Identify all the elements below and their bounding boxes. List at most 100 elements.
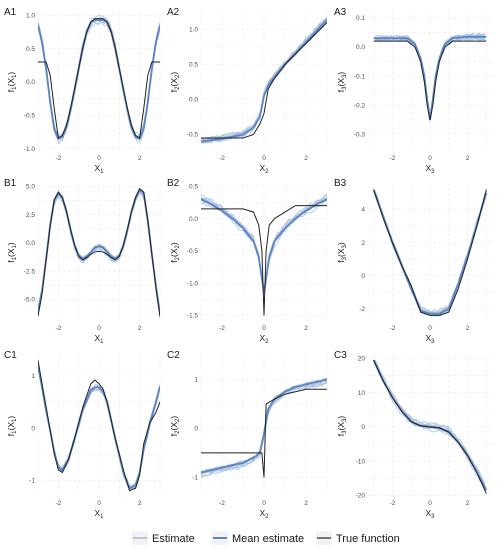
- y-tick-label: 10: [358, 390, 366, 397]
- mean-estimate-line: [201, 19, 327, 143]
- panel-label: C1: [4, 350, 17, 361]
- panel-label: B1: [4, 178, 17, 189]
- panel-B1: -2 0 2 -5.0 -2.5 0.0 2.5 5.0 X1 f1(X1) B1: [4, 178, 161, 345]
- true-function-line: [373, 189, 487, 316]
- x-axis-label: X3: [425, 333, 435, 345]
- panel-C2: -2 0 2 -1 0 1 X2 f2(X2) C2: [167, 350, 328, 520]
- x-tick-label: 2: [138, 500, 142, 507]
- x-tick-label: 2: [304, 500, 308, 507]
- grid: [37, 183, 161, 322]
- y-tick-label: -2: [359, 306, 365, 313]
- grid: [200, 12, 328, 152]
- panel-label: C2: [167, 350, 180, 361]
- x-tick-label: -2: [55, 155, 61, 162]
- y-tick-label: -1.0: [24, 146, 36, 153]
- x-tick-label: 2: [466, 325, 470, 332]
- estimate-line: [201, 18, 327, 142]
- x-tick-label: 0: [262, 500, 266, 507]
- true-function-line: [201, 205, 327, 316]
- x-tick-label: 2: [138, 325, 142, 332]
- x-tick-label: -2: [219, 500, 225, 507]
- y-tick-label: 1.0: [189, 27, 198, 34]
- y-tick-label: -0.5: [187, 248, 199, 255]
- y-tick-label: -10: [356, 458, 366, 465]
- y-tick-label: -0.2: [354, 103, 366, 110]
- legend-item: Mean estimate: [212, 531, 304, 545]
- y-tick-label: -1: [29, 477, 35, 484]
- true-function-line: [201, 388, 327, 478]
- y-tick-label: 0.5: [26, 46, 35, 53]
- x-axis-label: X3: [425, 163, 435, 175]
- mean-estimate-line: [38, 19, 160, 140]
- y-tick-label: -1.0: [187, 280, 199, 287]
- grid: [200, 183, 328, 322]
- estimate-line: [374, 360, 486, 487]
- legend-label: True function: [336, 533, 400, 545]
- x-tick-label: 2: [304, 325, 308, 332]
- x-axis-label: X3: [425, 508, 435, 520]
- x-tick-label: -2: [219, 325, 225, 332]
- y-tick-label: 0.0: [189, 216, 198, 223]
- true-function-line: [201, 22, 327, 139]
- x-tick-label: 0: [97, 500, 101, 507]
- x-tick-label: -2: [390, 500, 396, 507]
- x-tick-label: 2: [304, 155, 308, 162]
- legend-label: Mean estimate: [232, 533, 304, 545]
- panel-A1: -2 0 2 -1.0 -0.5 0.0 0.5 1.0 X1 f1(X1) A1: [4, 7, 161, 175]
- x-tick-label: -2: [55, 325, 61, 332]
- y-tick-label: -2.5: [24, 268, 36, 275]
- y-tick-label: 0.0: [356, 44, 365, 51]
- y-tick-label: -20: [356, 492, 366, 499]
- legend: Estimate Mean estimate True function: [132, 531, 400, 545]
- y-tick-label: 5.0: [26, 184, 35, 191]
- y-tick-label: 2: [361, 240, 365, 247]
- x-tick-label: 0: [428, 325, 432, 332]
- y-tick-label: 0.5: [189, 62, 198, 69]
- y-tick-label: -0.5: [187, 132, 199, 139]
- y-axis-label: f2(X2): [169, 242, 181, 263]
- y-tick-label: 0: [31, 425, 35, 432]
- y-tick-label: -0.5: [24, 113, 36, 120]
- y-axis-label: f1(X1): [6, 72, 18, 93]
- true-function-line: [38, 18, 160, 139]
- x-axis-label: X2: [259, 163, 269, 175]
- y-tick-label: 0.5: [189, 183, 198, 190]
- panel-C1: -2 0 2 -1 0 1 X1 f1(X1) C1: [4, 350, 161, 520]
- grid: [37, 12, 161, 152]
- panel-B3: -2 0 2 -2 0 2 4 X3 f3(X3) B3: [334, 178, 492, 345]
- y-tick-label: 1.0: [26, 13, 35, 20]
- mean-estimate-line: [201, 378, 327, 474]
- x-tick-label: -2: [55, 500, 61, 507]
- y-tick-label: 4: [361, 207, 365, 214]
- true-function-line: [38, 360, 160, 492]
- x-tick-label: 0: [428, 155, 432, 162]
- y-tick-label: 0.0: [26, 240, 35, 247]
- panel-A3: -2 0 2 -0.3 -0.2 -0.1 0.0 0.1 X3 f3(X3) A3: [334, 7, 492, 175]
- x-tick-label: 2: [466, 155, 470, 162]
- x-axis-label: X1: [94, 163, 104, 175]
- y-axis-label: f2(X2): [169, 72, 181, 93]
- panel-label: C3: [334, 350, 347, 361]
- x-axis-label: X2: [259, 333, 269, 345]
- y-tick-label: -0.1: [354, 73, 366, 80]
- panel-label: B3: [334, 178, 347, 189]
- x-tick-label: 0: [262, 155, 266, 162]
- legend-item: True function: [316, 531, 400, 545]
- estimate-line: [201, 199, 327, 295]
- y-tick-label: 0: [361, 424, 365, 431]
- y-axis-label: f3(X3): [336, 242, 348, 263]
- panel-A2: -2 0 2 -0.5 0.0 0.5 1.0 X2 f2(X2) A2: [167, 7, 328, 175]
- y-axis-label: f3(X3): [336, 72, 348, 93]
- x-tick-label: -2: [390, 155, 396, 162]
- x-tick-label: -2: [390, 325, 396, 332]
- x-tick-label: 0: [428, 500, 432, 507]
- y-tick-label: -1.5: [187, 313, 199, 320]
- true-function-line: [38, 187, 160, 317]
- panel-label: A3: [334, 7, 347, 18]
- y-tick-label: 20: [358, 356, 366, 363]
- y-tick-label: 0.1: [356, 15, 365, 22]
- true-function-line: [373, 40, 487, 121]
- x-axis-label: X1: [94, 508, 104, 520]
